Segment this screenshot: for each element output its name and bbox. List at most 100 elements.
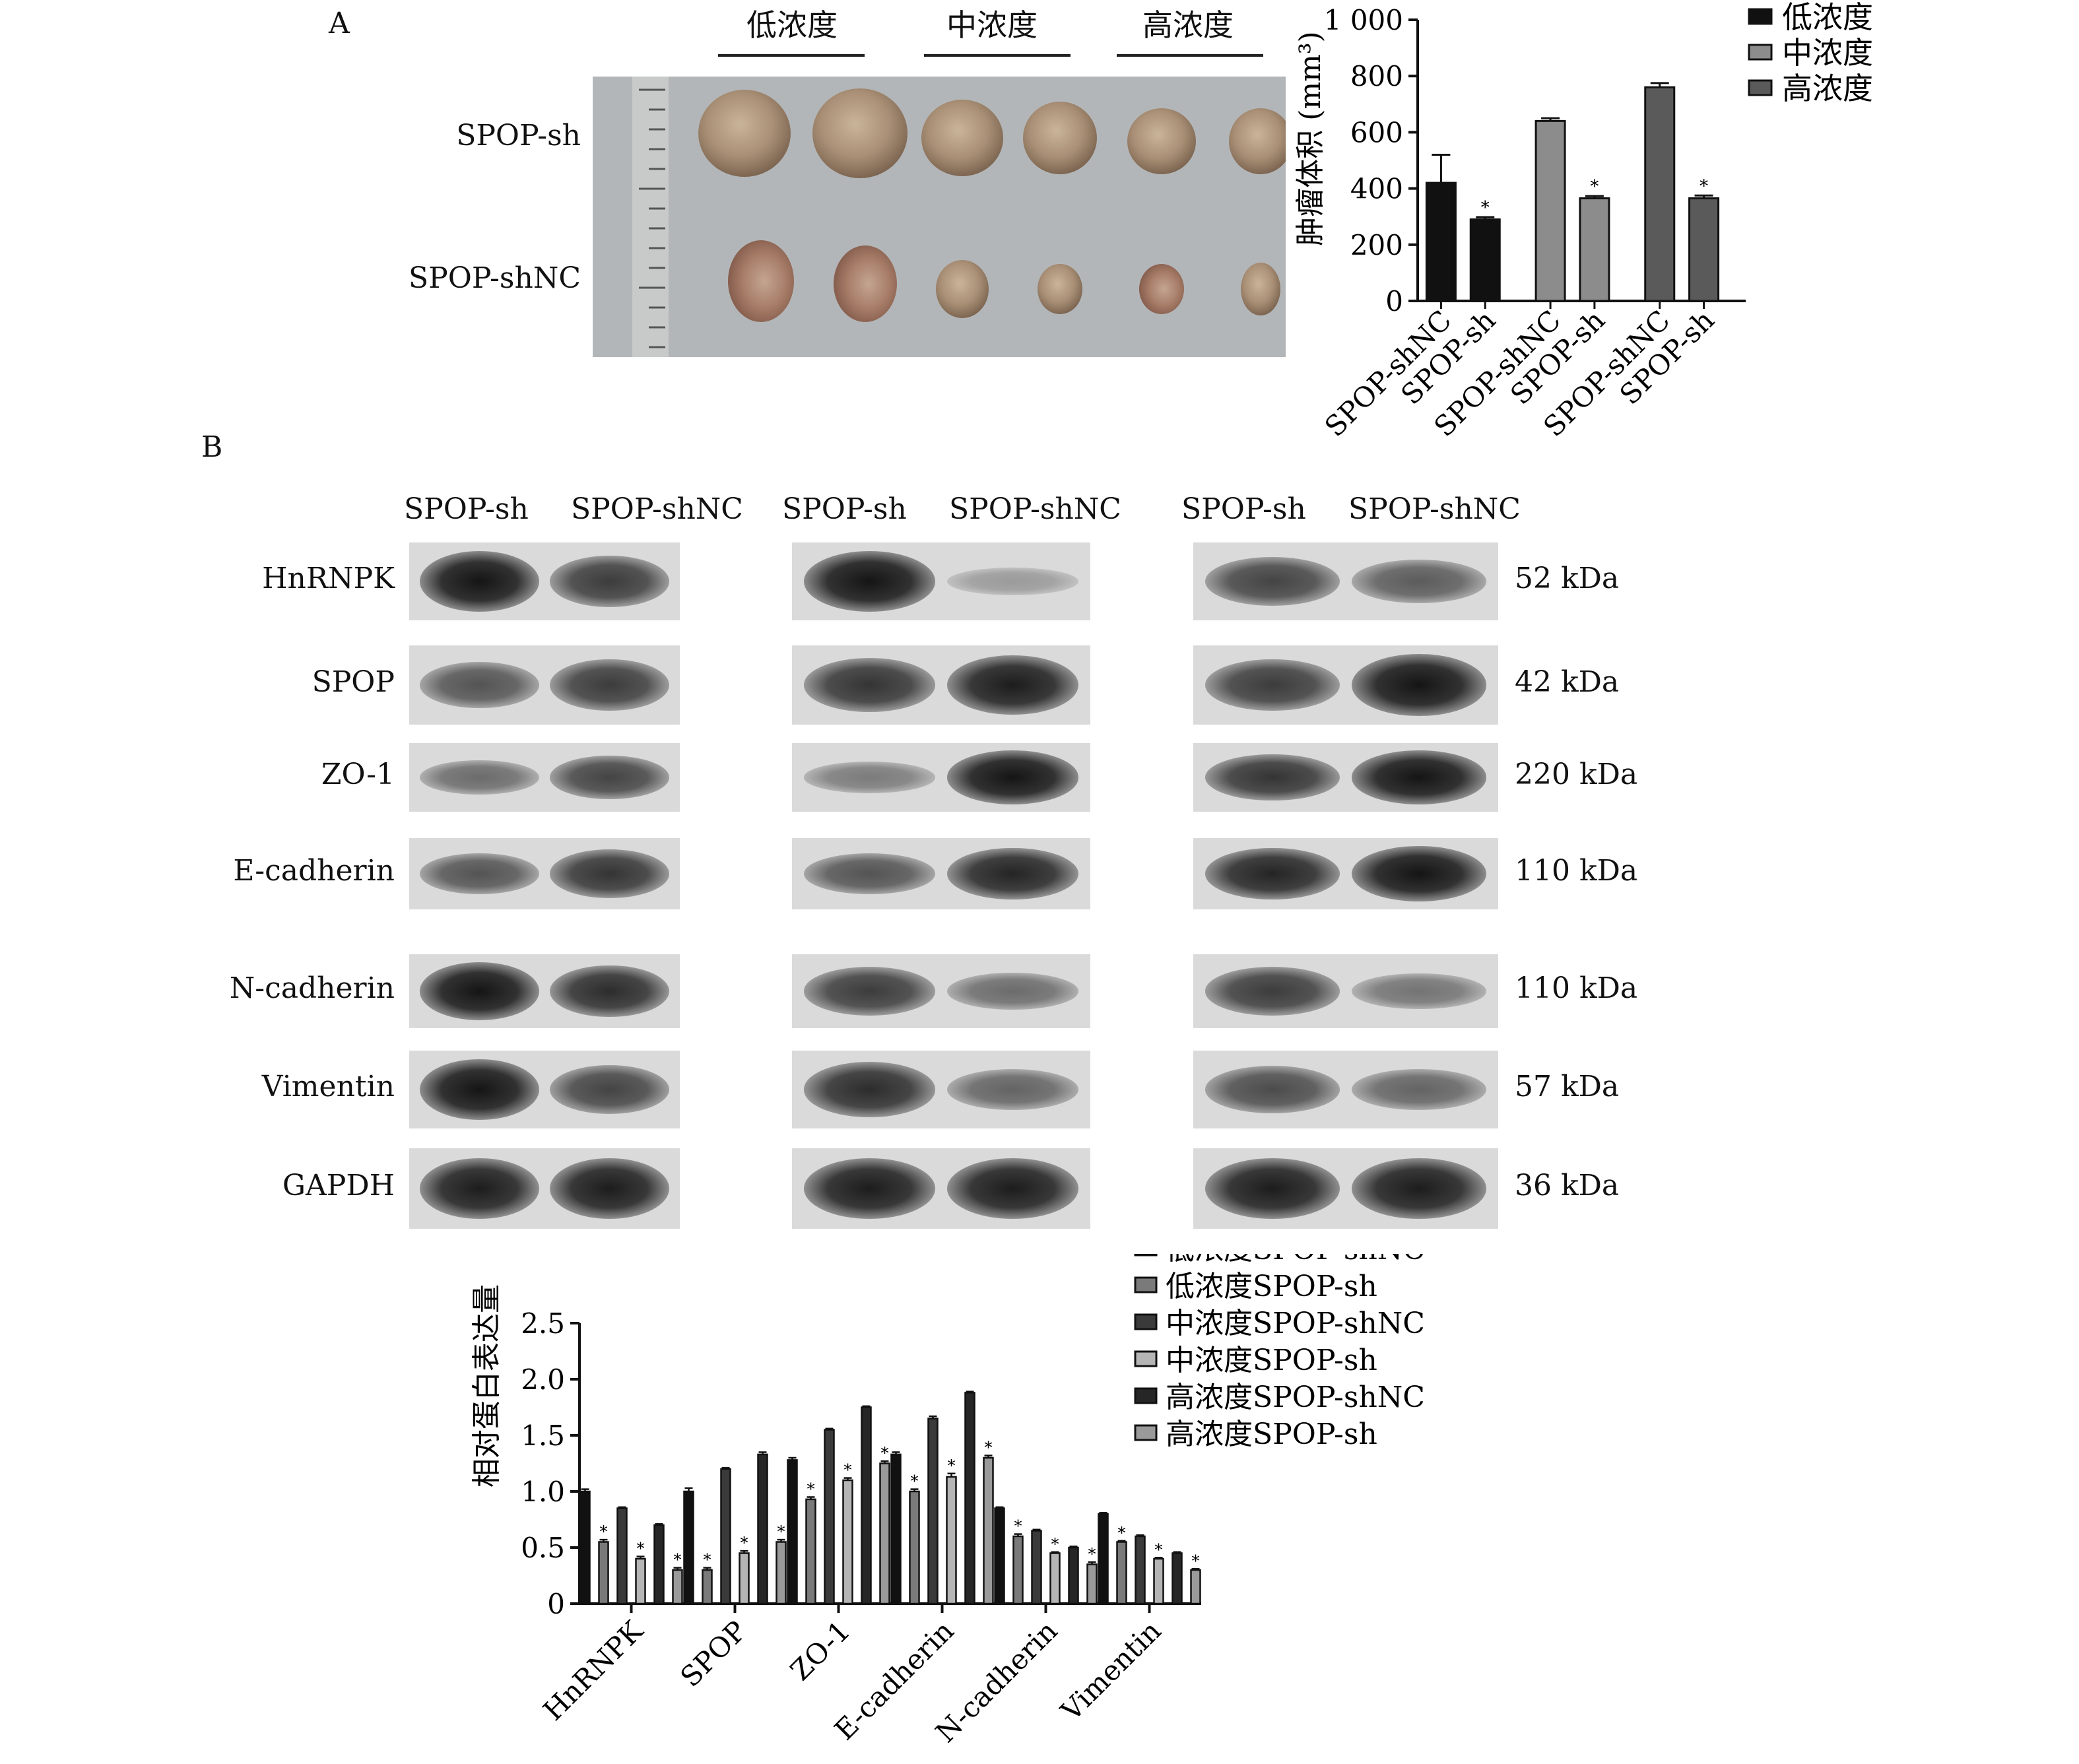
blot-band [804,1158,935,1220]
blot-strip [792,743,1090,812]
chart-b-significance-star: * [1014,1517,1022,1536]
chart-b-bar [1190,1569,1201,1605]
chart-b-bar [720,1468,731,1605]
chart-b-bar [598,1541,609,1605]
chart-b-bar [1012,1535,1024,1605]
blot-kda-label: 110 kDa [1515,854,1638,888]
blot-strip [1193,542,1498,620]
blot-strip [409,838,680,909]
blot-band [550,849,669,898]
blot-column-label: SPOP-sh [404,492,529,526]
blot-protein-label: GAPDH [282,1169,395,1202]
chart-b-bar [805,1498,816,1605]
blot-kda-label: 52 kDa [1515,562,1620,595]
chart-b-bar [579,1490,591,1605]
blot-band [1205,847,1340,900]
concentration-underline-mid [924,54,1071,57]
blot-kda-label: 36 kDa [1515,1169,1620,1202]
chart-a-ylabel: 肿瘤体积 (mm³) [1294,31,1327,245]
blot-band [550,659,669,711]
panel-b-letter: B [201,430,223,464]
chart-b-bar [1086,1563,1098,1605]
tumor-row-label-shnc: SPOP-shNC [409,261,581,295]
blot-protein-label: Vimentin [261,1070,395,1103]
chart-b-legend-swatch [1134,1350,1158,1367]
chart-b-ytick-label: 1.5 [521,1420,565,1452]
blot-band [550,1158,669,1220]
chart-b-bar [890,1453,902,1605]
chart-b-significance-star: * [881,1444,889,1462]
blot-band [550,965,669,1018]
blot-band [1352,973,1486,1009]
chart-b-significance-star: * [948,1456,956,1475]
blot-strip [409,743,680,812]
blot-band [1352,1158,1486,1220]
chart-b-legend-swatch [1134,1387,1158,1404]
blot-band [420,853,539,895]
chart-b-bar [616,1507,628,1605]
blot-band [1352,750,1486,804]
chart-b-significance-star: * [1118,1524,1126,1542]
blot-band [1205,659,1340,711]
blot-protein-label: E-cadherin [233,854,395,888]
chart-b-legend-swatch [1134,1276,1158,1293]
chart-b-bar [776,1541,787,1605]
chart-b-xtick-label: HnRNPK [537,1614,649,1726]
blot-strip [1193,1051,1498,1128]
chart-b-bar [1153,1557,1164,1605]
blot-strip [409,645,680,725]
chart-b-legend-label: 中浓度SPOP-shNC [1166,1307,1425,1340]
blot-kda-label: 220 kDa [1515,758,1638,791]
chart-b-ylabel: 相对蛋白表达量 [470,1284,504,1487]
blot-band [550,556,669,607]
chart-b-significance-star: * [777,1522,785,1541]
chart-a-bar [1688,197,1720,302]
concentration-underline-high [1117,54,1263,57]
chart-b-bar [964,1392,975,1605]
blot-band [1205,967,1340,1016]
blot-protein-label: SPOP [312,665,395,699]
ruler-ticks [639,88,665,348]
chart-b-bar [635,1557,646,1605]
chart-a-ytick-label: 600 [1350,116,1403,148]
concentration-underline-low [718,54,865,57]
chart-b-bar [683,1490,694,1605]
chart-b-bar [1068,1546,1079,1605]
chart-b-bar [1172,1552,1183,1605]
blot-strip [409,542,680,620]
blot-band [550,1064,669,1115]
chart-b-ytick-label: 2.0 [521,1363,565,1396]
concentration-label-low: 低浓度 [746,7,838,43]
chart-b-bar [1098,1513,1109,1605]
blot-band [1205,1066,1340,1113]
chart-b-significance-star: * [1155,1540,1163,1559]
chart-b-bar [824,1429,835,1605]
blot-band [420,1158,539,1220]
chart-b-legend-swatch [1134,1313,1158,1330]
chart-a-ytick-label: 200 [1350,229,1403,261]
chart-b-legend-swatch [1134,1254,1158,1257]
blot-band [804,1062,935,1117]
chart-a-bar [1469,218,1501,302]
chart-b-significance-star: * [1088,1545,1096,1563]
chart-b-bar [909,1490,920,1605]
chart-b-legend-label: 低浓度SPOP-shNC [1166,1254,1425,1266]
chart-b-bar [653,1524,665,1605]
blot-protein-label: HnRNPK [262,562,395,595]
chart-b-bar [672,1569,683,1605]
chart-b-significance-star: * [704,1551,711,1569]
blot-band [947,1068,1078,1111]
chart-a-legend-swatch [1748,79,1773,96]
chart-b-bar [983,1456,994,1605]
tumors-bottom-row [728,240,1280,322]
chart-b-bar [861,1406,872,1605]
chart-b-bar [1031,1530,1042,1605]
blot-band [804,550,935,612]
blot-band [804,762,935,793]
chart-b-significance-star: * [911,1472,919,1491]
tumor-row-label-sh: SPOP-sh [456,119,581,152]
blot-band [947,568,1078,595]
chart-b-significance-star: * [844,1461,852,1480]
chart-b-bar [702,1569,713,1605]
chart-b-significance-star: * [600,1522,608,1541]
